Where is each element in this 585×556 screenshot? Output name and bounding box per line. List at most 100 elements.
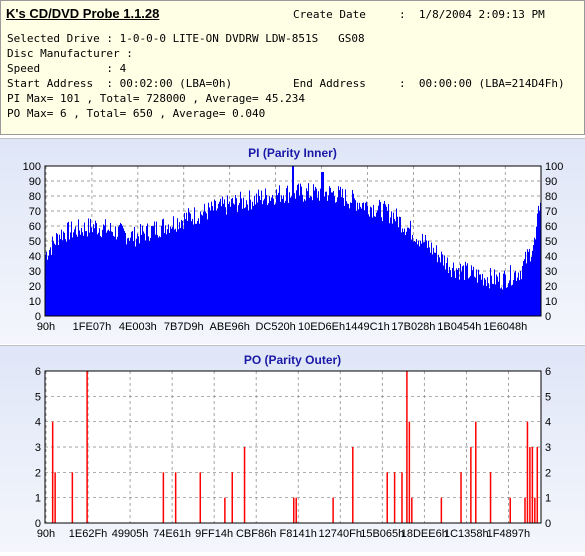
y-tick-label-left: 40 <box>29 251 41 263</box>
x-tick-label: 18DEE6h <box>401 528 448 540</box>
pi-bar <box>351 202 352 316</box>
pi-bar <box>423 242 424 316</box>
pi-bar <box>183 229 184 316</box>
pi-bar <box>245 207 246 316</box>
pi-bar <box>58 245 59 316</box>
pi-bar <box>242 208 243 316</box>
pi-bar <box>386 206 387 316</box>
pi-bar <box>414 241 415 316</box>
pi-bar <box>470 275 471 316</box>
pi-bar <box>57 234 58 316</box>
pi-bar <box>249 190 250 316</box>
pi-bar <box>328 195 329 316</box>
pi-bar <box>198 218 199 316</box>
pi-bar <box>443 265 444 316</box>
pi-bar <box>438 254 439 316</box>
y-tick-label-left: 10 <box>29 296 41 308</box>
po-bar <box>162 472 165 523</box>
pi-bar <box>118 226 119 316</box>
po-bar <box>293 497 295 523</box>
pi-bar <box>478 269 479 316</box>
pi-bar <box>436 245 437 316</box>
pi-bar <box>268 203 269 316</box>
pi-bar <box>102 229 103 316</box>
pi-bar <box>395 221 396 316</box>
pi-bar <box>137 233 138 316</box>
po-bar <box>408 421 411 523</box>
pi-bar <box>221 206 222 316</box>
pi-bar <box>339 190 340 316</box>
pi-bar <box>98 232 99 316</box>
pi-bar <box>497 276 498 316</box>
y-tick-label-right: 2 <box>545 467 551 479</box>
pi-bar <box>397 216 398 316</box>
pi-bar <box>494 269 495 316</box>
pi-bar <box>486 285 487 316</box>
pi-bar <box>482 273 483 316</box>
pi-bar <box>128 237 129 316</box>
x-tick-label: 1F4897h <box>487 528 530 540</box>
pi-bar <box>537 213 538 316</box>
pi-bar <box>338 186 339 316</box>
pi-bar <box>190 213 191 316</box>
pi-bar <box>132 230 133 316</box>
pi-bar <box>185 219 186 316</box>
pi-bar <box>217 208 218 316</box>
pi-bar <box>123 228 124 316</box>
pi-bar <box>307 191 308 316</box>
pi-bar <box>322 172 323 316</box>
pi-bar <box>200 211 201 316</box>
pi-bar <box>302 194 303 316</box>
pi-bar <box>509 280 510 316</box>
pi-bar <box>529 248 530 316</box>
pi-bar <box>485 279 486 316</box>
pi-bar <box>103 224 104 316</box>
pi-bar <box>354 198 355 316</box>
pi-bar <box>225 207 226 316</box>
y-tick-label-right: 50 <box>545 236 557 248</box>
pi-bar <box>202 215 203 316</box>
pi-bar <box>421 243 422 316</box>
x-tick-label: 7B7D9h <box>164 321 204 333</box>
pi-bar <box>512 284 513 316</box>
pi-bar <box>471 265 472 316</box>
pi-bar <box>53 241 54 316</box>
pi-bar <box>521 279 522 316</box>
x-tick-label: F8141h <box>280 528 317 540</box>
po-bar <box>393 472 396 523</box>
start-address: Start Address : 00:02:00 (LBA=0h) <box>7 77 233 90</box>
pi-bar <box>375 216 376 316</box>
po-bar <box>529 447 531 523</box>
y-tick-label-right: 70 <box>545 206 557 218</box>
pi-bar <box>491 275 492 316</box>
pi-bar <box>458 268 459 316</box>
pi-bar <box>411 239 412 316</box>
y-tick-label-right: 30 <box>545 266 557 278</box>
pi-bar <box>315 186 316 316</box>
pi-bar <box>288 202 289 316</box>
pi-bar <box>280 201 281 316</box>
pi-bar <box>153 226 154 316</box>
pi-bar <box>232 197 233 316</box>
pi-bar <box>467 263 468 316</box>
pi-bar <box>147 223 148 316</box>
po-bar <box>531 447 534 523</box>
pi-bar <box>164 233 165 316</box>
pi-bar <box>91 227 92 316</box>
pi-bar <box>298 183 299 316</box>
pi-bar <box>301 186 302 316</box>
pi-bar <box>178 229 179 316</box>
y-tick-label-right: 5 <box>545 391 551 403</box>
pi-bar <box>248 210 249 316</box>
pi-bar <box>252 201 253 316</box>
pi-bar <box>337 197 338 316</box>
pi-bar <box>297 184 298 316</box>
pi-bar <box>55 244 56 316</box>
pi-bar <box>475 277 476 316</box>
pi-bar <box>360 206 361 316</box>
pi-bar <box>203 211 204 316</box>
pi-bar <box>107 230 108 316</box>
pi-bar <box>139 243 140 316</box>
pi-bar <box>341 197 342 316</box>
pi-bar <box>447 257 448 316</box>
